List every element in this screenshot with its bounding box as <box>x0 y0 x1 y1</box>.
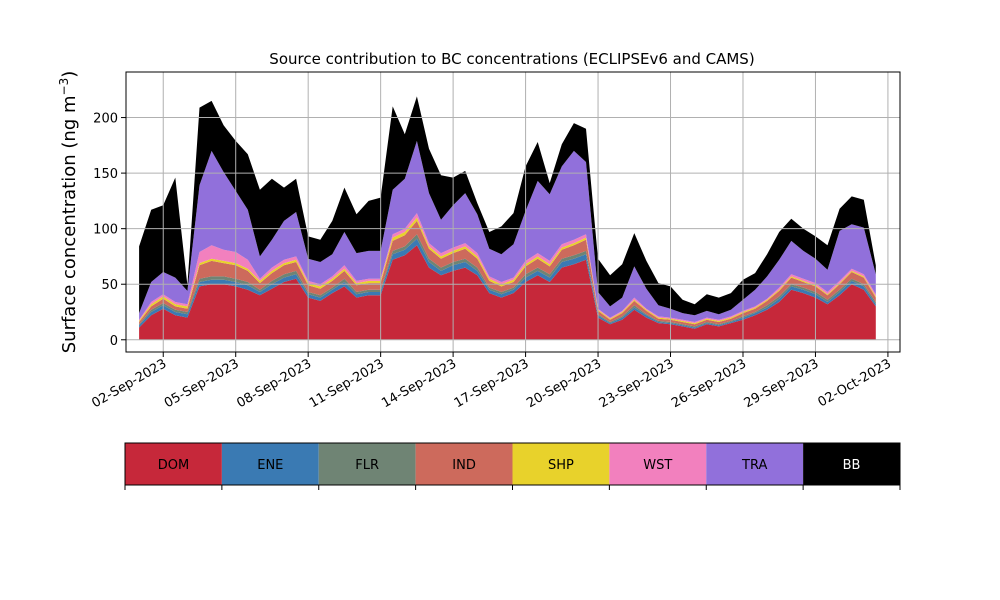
legend-swatch <box>803 443 900 485</box>
legend-label: IND <box>452 458 476 473</box>
legend-item-ind: IND <box>415 443 513 485</box>
x-tick-label: 11-Sep-2023 <box>307 356 387 411</box>
legend-item-flr: FLR <box>318 443 416 485</box>
legend-label: DOM <box>158 458 189 473</box>
y-axis-label-unit: −3 <box>57 78 71 96</box>
x-tick-label: 26-Sep-2023 <box>669 356 749 411</box>
y-axis: 0 50 100 150 200 <box>93 112 126 349</box>
legend-swatch <box>512 443 610 485</box>
legend-label: FLR <box>355 458 379 473</box>
legend-label: WST <box>643 458 672 473</box>
legend-item-wst: WST <box>609 443 707 485</box>
legend-swatch <box>125 443 222 485</box>
x-tick-label: 23-Sep-2023 <box>597 356 677 411</box>
area-bb <box>139 96 876 316</box>
legend-label: SHP <box>548 458 574 473</box>
legend-item-bb: BB <box>803 443 900 485</box>
y-axis-label-close: ) <box>59 71 80 78</box>
legend-swatch <box>609 443 707 485</box>
legend: DOM ENE FLR IND SHP WST TRA BB <box>124 442 901 490</box>
legend-swatch <box>415 443 513 485</box>
legend-label: TRA <box>741 458 767 473</box>
x-tick-label: 05-Sep-2023 <box>162 356 242 411</box>
plot-frame <box>125 71 901 353</box>
x-tick-label: 02-Sep-2023 <box>89 356 169 411</box>
x-tick-label: 29-Sep-2023 <box>742 356 822 411</box>
area-dom <box>139 245 876 340</box>
y-tick-label: 150 <box>93 167 118 182</box>
y-tick-label: 0 <box>110 334 118 349</box>
legend-item-dom: DOM <box>125 443 222 485</box>
y-tick-label: 50 <box>101 278 118 293</box>
legend-swatch <box>706 443 804 485</box>
x-tick-label: 08-Sep-2023 <box>234 356 314 411</box>
legend-item-shp: SHP <box>512 443 610 485</box>
legend-label: ENE <box>257 458 283 473</box>
y-axis-label: Surface concentration (ng m−3) <box>57 71 80 354</box>
y-tick-label: 200 <box>93 112 118 127</box>
grid <box>126 72 900 352</box>
plot-area <box>139 96 876 340</box>
x-tick-label: 17-Sep-2023 <box>452 356 532 411</box>
x-tick-label: 02-Oct-2023 <box>816 356 894 410</box>
x-tick-label: 20-Sep-2023 <box>524 356 604 411</box>
legend-swatch <box>221 443 319 485</box>
x-tick-label: 14-Sep-2023 <box>379 356 459 411</box>
x-axis: 02-Sep-202305-Sep-202308-Sep-202311-Sep-… <box>89 352 894 411</box>
legend-item-tra: TRA <box>706 443 804 485</box>
legend-label: BB <box>843 458 861 473</box>
legend-swatch <box>318 443 416 485</box>
chart-title: Source contribution to BC concentrations… <box>269 50 754 68</box>
legend-item-ene: ENE <box>221 443 319 485</box>
area-tra <box>139 140 876 322</box>
y-axis-label-text: Surface concentration (ng m <box>59 95 80 353</box>
y-tick-label: 100 <box>93 223 118 238</box>
